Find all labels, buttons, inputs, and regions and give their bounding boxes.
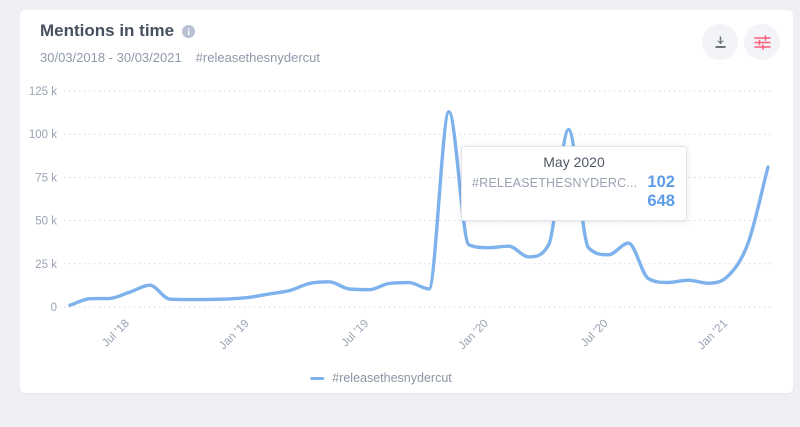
y-axis-label: 100 k	[29, 129, 57, 141]
series-line-releasethesnydercut[interactable]	[68, 110, 770, 307]
x-axis-label: Jan '19	[217, 318, 251, 352]
sliders-icon	[753, 34, 771, 50]
x-axis-label: Jan '21	[696, 318, 730, 352]
y-axis-label: 125 k	[29, 86, 57, 98]
y-axis-label: 25 k	[35, 259, 57, 271]
tooltip-value: 102 648	[647, 173, 675, 210]
subtitle-hashtag: #releasethesnydercut	[195, 50, 320, 65]
info-icon[interactable]: i	[182, 25, 196, 38]
chart-settings-button[interactable]	[744, 24, 780, 60]
legend-swatch	[310, 376, 325, 380]
download-button[interactable]	[702, 24, 738, 60]
chart-tooltip: May 2020 #RELEASETHESNYDERC... 102 648	[461, 146, 687, 221]
download-icon	[714, 36, 726, 48]
card-header: Mentions in time i	[40, 21, 196, 41]
x-axis-label: Jan '20	[456, 318, 490, 352]
y-axis-label: 0	[51, 302, 57, 314]
page-title: Mentions in time	[40, 21, 175, 40]
tooltip-row: #RELEASETHESNYDERC... 102 648	[472, 173, 676, 211]
x-axis-label: Jul '20	[579, 318, 611, 350]
tooltip-series-label: #RELEASETHESNYDERC...	[472, 176, 638, 190]
y-axis-label: 75 k	[35, 172, 57, 184]
mentions-in-time-card: Mentions in time i 30/03/2018 - 30/03/20…	[20, 10, 793, 393]
legend-item[interactable]: #releasethesnydercut	[310, 371, 452, 385]
card-subtitle: 30/03/2018 - 30/03/2021 #releasethesnyde…	[40, 50, 320, 65]
x-axis-label: Jul '19	[339, 318, 371, 350]
x-axis-label: Jul '18	[100, 318, 132, 350]
date-range: 30/03/2018 - 30/03/2021	[40, 50, 182, 65]
y-axis-label: 50 k	[35, 216, 57, 228]
legend-label: #releasethesnydercut	[332, 371, 452, 385]
tooltip-date: May 2020	[543, 154, 605, 170]
